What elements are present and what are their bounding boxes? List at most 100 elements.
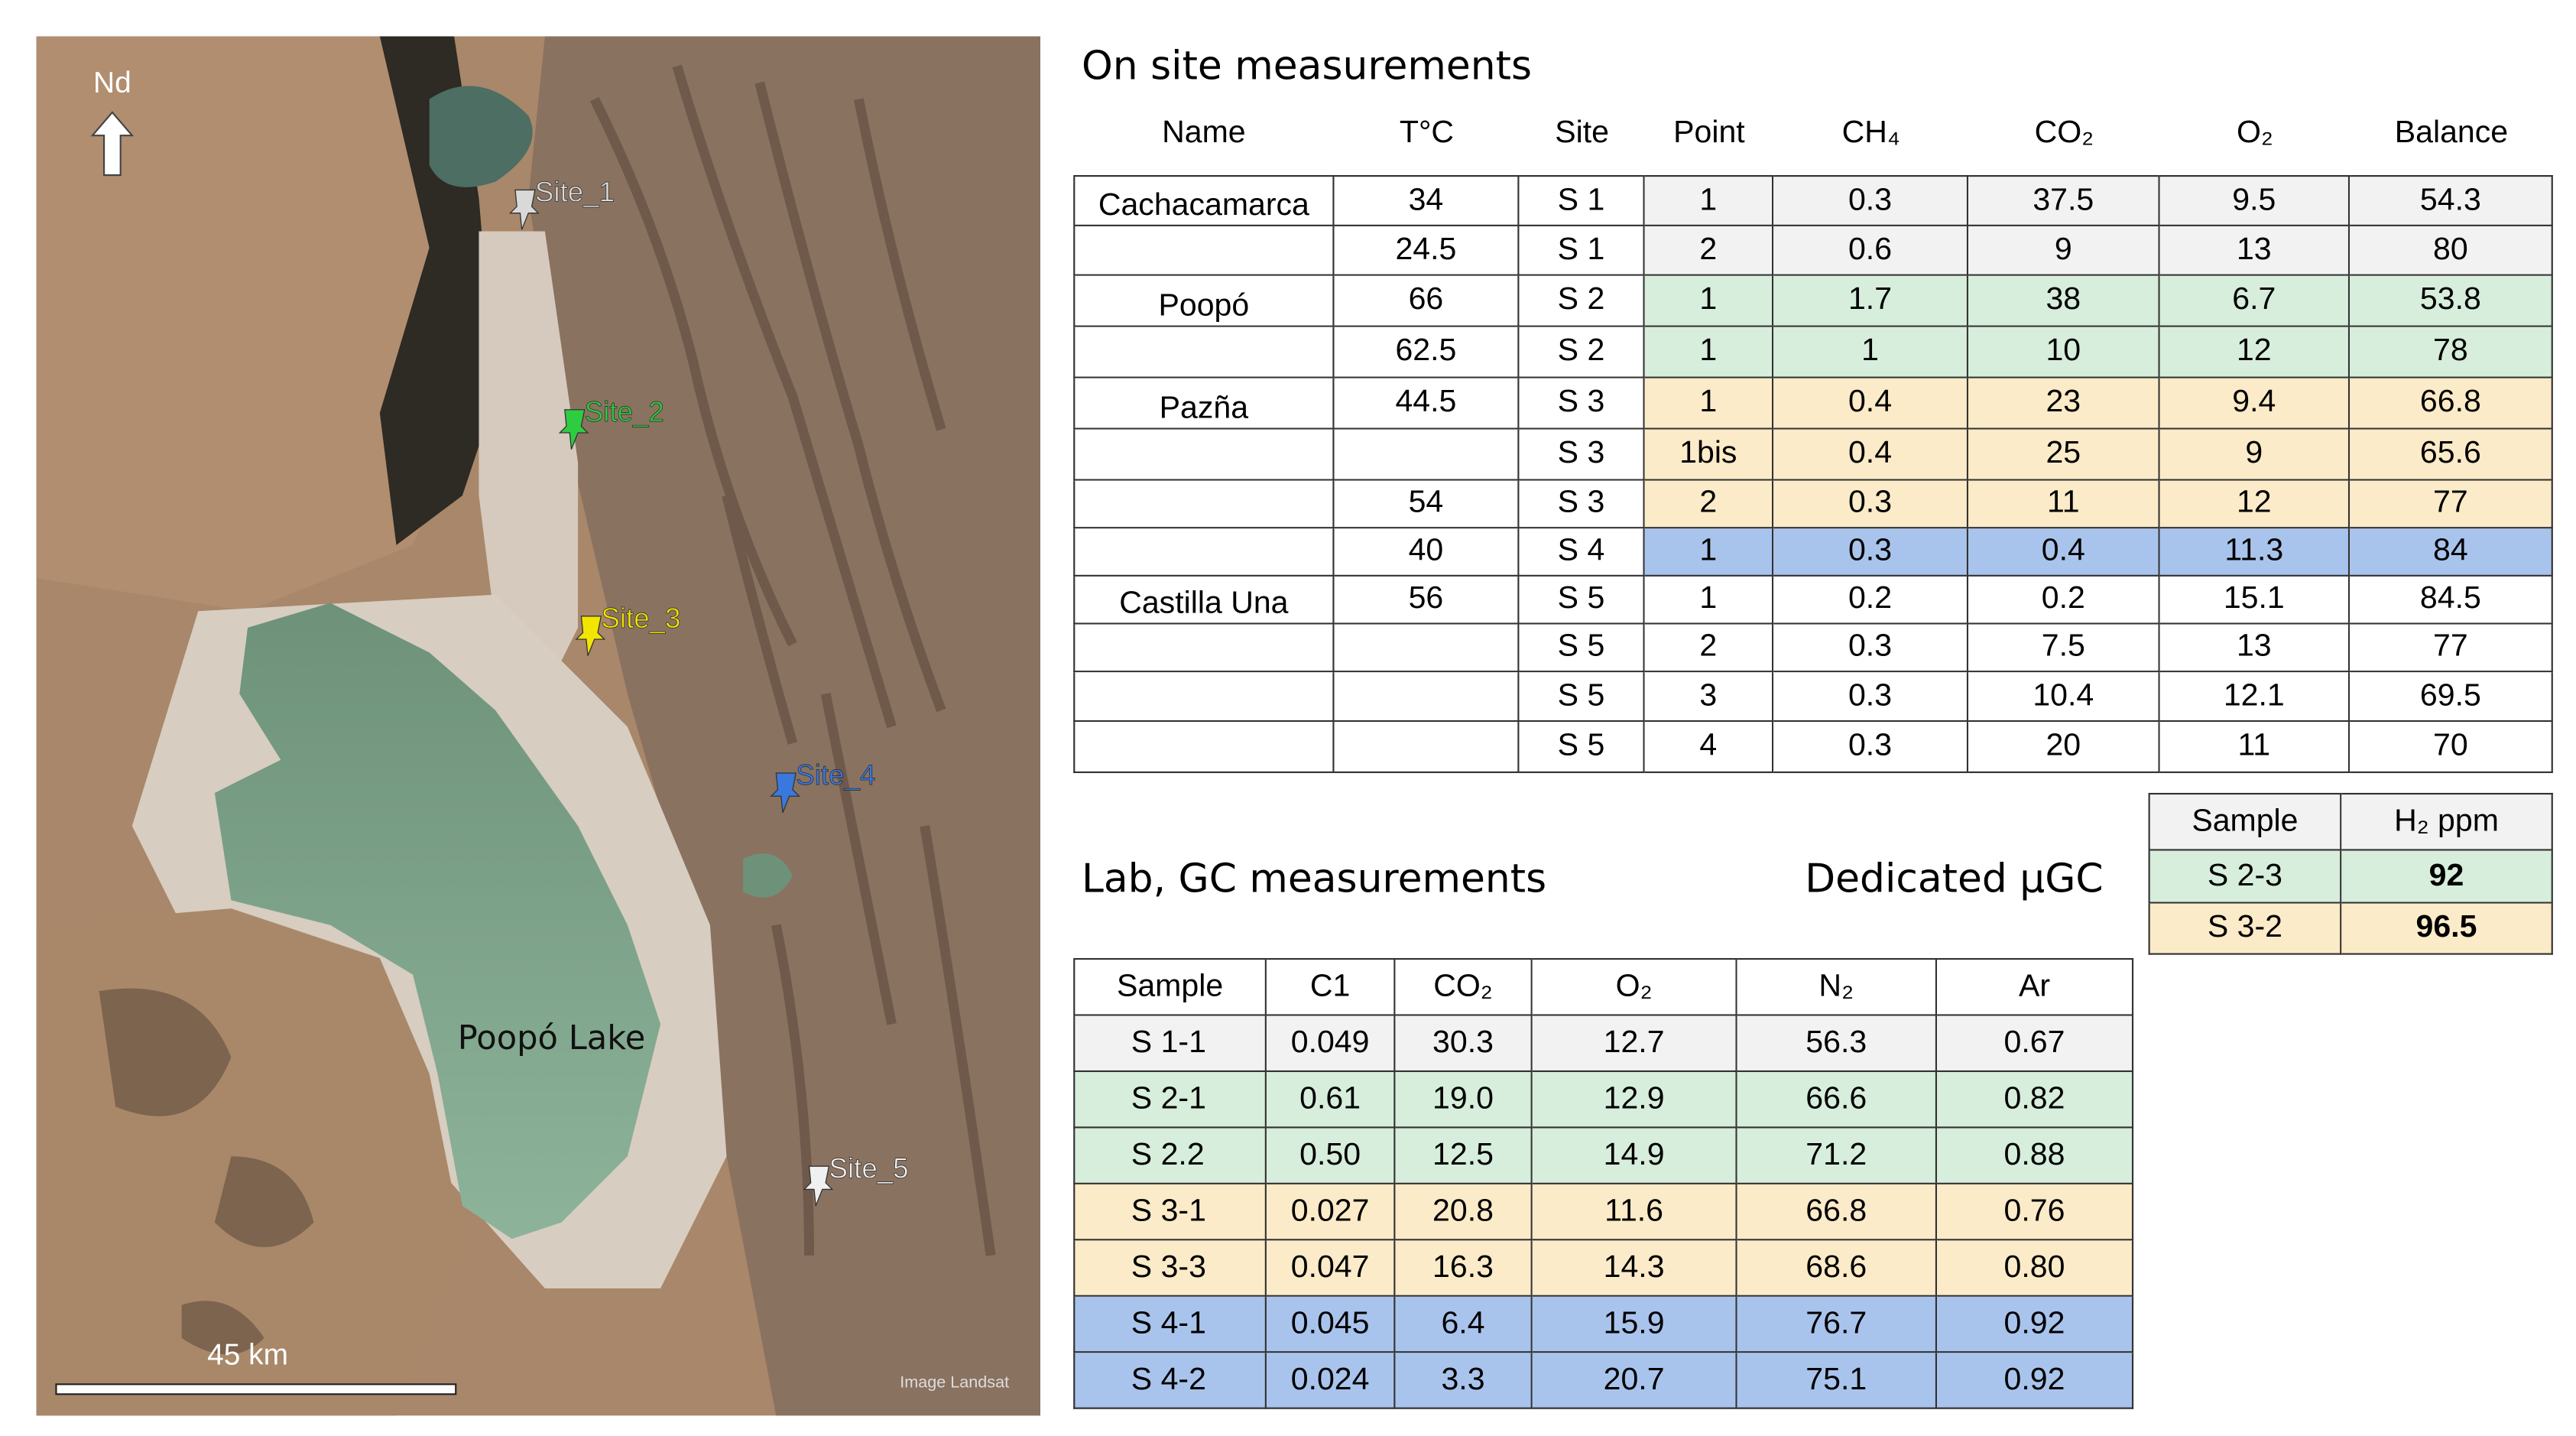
table-cell: S 4-1	[1073, 1296, 1267, 1353]
table-cell: 0.045	[1266, 1296, 1396, 1353]
table-cell: 12	[2159, 327, 2351, 378]
column-header: Site	[1555, 115, 1609, 151]
table-cell	[1073, 672, 1335, 723]
site-label: Site_5	[829, 1152, 908, 1184]
table-cell: S 2-1	[1073, 1072, 1267, 1129]
table-cell: 92	[2341, 850, 2553, 904]
table-cell: 0.4	[1968, 528, 2160, 577]
table-cell: 75.1	[1737, 1353, 1938, 1409]
table-cell: 0.3	[1773, 624, 1969, 673]
table-cell: 20	[1968, 722, 2160, 774]
table-cell: 0.4	[1773, 378, 1969, 430]
table-cell: 54.3	[2350, 174, 2553, 226]
table-cell: 16.3	[1395, 1240, 1533, 1297]
table-cell: 44.5	[1334, 378, 1520, 430]
table-cell: 69.5	[2350, 672, 2553, 723]
table-cell: 56.3	[1737, 1015, 1938, 1073]
column-header: Balance	[2394, 115, 2509, 151]
table-cell: 1	[1644, 378, 1774, 430]
table-cell: S 2-3	[2148, 850, 2342, 904]
table-cell: 0.61	[1266, 1072, 1396, 1129]
table-cell: S 4	[1519, 528, 1645, 577]
table-cell: 11.6	[1532, 1184, 1737, 1241]
table-cell: 6.7	[2159, 275, 2351, 327]
table-cell: 6.4	[1395, 1296, 1533, 1353]
table-cell: 0.2	[1773, 576, 1969, 625]
table-cell: 11	[2159, 722, 2351, 774]
column-header: Name	[1162, 115, 1246, 151]
table-cell: Cachacamarca	[1073, 174, 1335, 226]
site-label: Site_4	[796, 759, 875, 791]
site-pin	[575, 616, 606, 656]
table-cell: 9	[1968, 226, 2160, 276]
table-cell: S 3	[1519, 480, 1645, 529]
satellite-image	[36, 36, 1040, 1416]
table-cell: S 4-2	[1073, 1353, 1267, 1409]
table-cell: S 3-1	[1073, 1184, 1267, 1241]
table-cell: 1	[1773, 327, 1969, 378]
table-cell: 66.8	[2350, 378, 2553, 430]
table-cell: 11.3	[2159, 528, 2351, 577]
table-cell: 71.2	[1737, 1128, 1938, 1184]
table-cell: 1	[1644, 275, 1774, 327]
column-header: CH₄	[1841, 115, 1900, 151]
image-credit: Image Landsat	[900, 1373, 1009, 1392]
table-cell: 62.5	[1334, 327, 1520, 378]
site-label: Site_3	[601, 603, 680, 634]
table-cell: 66	[1334, 275, 1520, 327]
table-cell: Pazña	[1073, 378, 1335, 430]
table-cell: 9.5	[2159, 174, 2351, 226]
table-cell: 53.8	[2350, 275, 2553, 327]
table-cell: 2	[1644, 480, 1774, 529]
table-cell: 0.027	[1266, 1184, 1396, 1241]
column-header: O₂	[2236, 115, 2273, 151]
table-title: Dedicated µGC	[1805, 856, 2104, 902]
table-cell: 1	[1644, 528, 1774, 577]
table-cell: 23	[1968, 378, 2160, 430]
lake-label: Poopó Lake	[458, 1019, 645, 1058]
table-cell: S 5	[1519, 576, 1645, 625]
table-cell: 4	[1644, 722, 1774, 774]
table-cell: S 5	[1519, 672, 1645, 723]
table-cell: 37.5	[1968, 174, 2160, 226]
table-cell: 1	[1644, 576, 1774, 625]
table-cell: S 1	[1519, 226, 1645, 276]
table-cell: 76.7	[1737, 1296, 1938, 1353]
table-cell: Castilla Una	[1073, 576, 1335, 625]
table-cell: 0.76	[1937, 1184, 2134, 1241]
table-cell	[1073, 327, 1335, 378]
table-cell: S 5	[1519, 624, 1645, 673]
table-cell: S 2	[1519, 327, 1645, 378]
column-header: Point	[1673, 115, 1745, 151]
column-header: T°C	[1399, 115, 1455, 151]
table-title: Lab, GC measurements	[1081, 856, 1547, 902]
table-cell: 65.6	[2350, 429, 2553, 481]
table-cell: 14.9	[1532, 1128, 1737, 1184]
table-cell: S 1	[1519, 174, 1645, 226]
table-cell: 12.1	[2159, 672, 2351, 723]
table-cell: 0.3	[1773, 528, 1969, 577]
table-cell: 30.3	[1395, 1015, 1533, 1073]
table-cell: 0.4	[1773, 429, 1969, 481]
table-cell: 15.9	[1532, 1296, 1737, 1353]
table-cell: 0.047	[1266, 1240, 1396, 1297]
table-cell: S 3-3	[1073, 1240, 1267, 1297]
table-cell: 2	[1644, 624, 1774, 673]
table-cell: 9	[2159, 429, 2351, 481]
table-cell: 78	[2350, 327, 2553, 378]
table-cell	[1073, 429, 1335, 481]
table-cell: 77	[2350, 480, 2553, 529]
table-cell: 1bis	[1644, 429, 1774, 481]
table-cell: S 5	[1519, 722, 1645, 774]
north-arrow	[90, 111, 135, 177]
site-pin	[508, 189, 540, 230]
table-cell: 56	[1334, 576, 1520, 625]
table-cell	[1073, 624, 1335, 673]
table-cell: 84.5	[2350, 576, 2553, 625]
table-cell: 0.92	[1937, 1353, 2134, 1409]
table-cell: 12	[2159, 480, 2351, 529]
table-title: On site measurements	[1081, 43, 1533, 89]
table-cell	[1334, 429, 1520, 481]
